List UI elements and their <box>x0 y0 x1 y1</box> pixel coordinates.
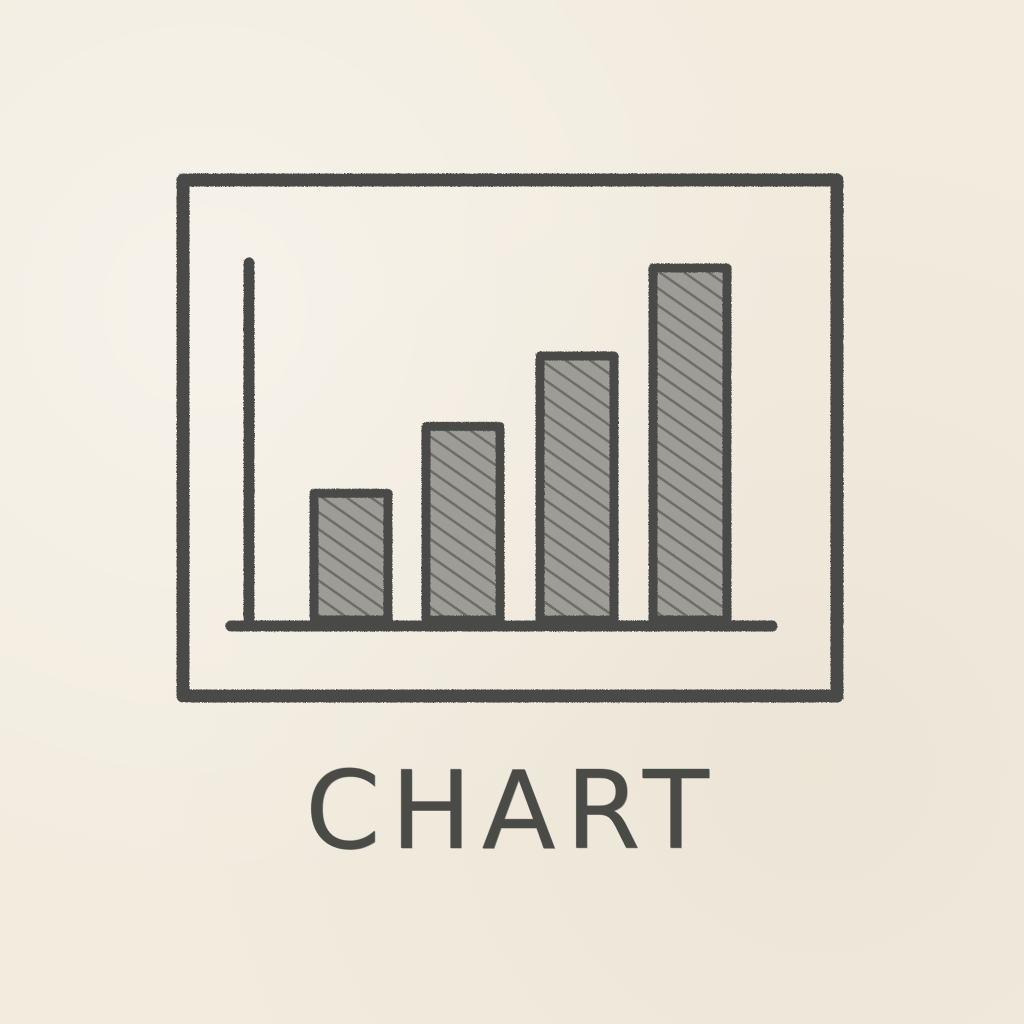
bar-2 <box>421 421 505 625</box>
bar-4 <box>648 263 732 625</box>
bar-1 <box>309 488 393 625</box>
caption-text: CHART <box>305 749 719 874</box>
bar-3 <box>535 351 619 625</box>
frame <box>176 173 844 703</box>
